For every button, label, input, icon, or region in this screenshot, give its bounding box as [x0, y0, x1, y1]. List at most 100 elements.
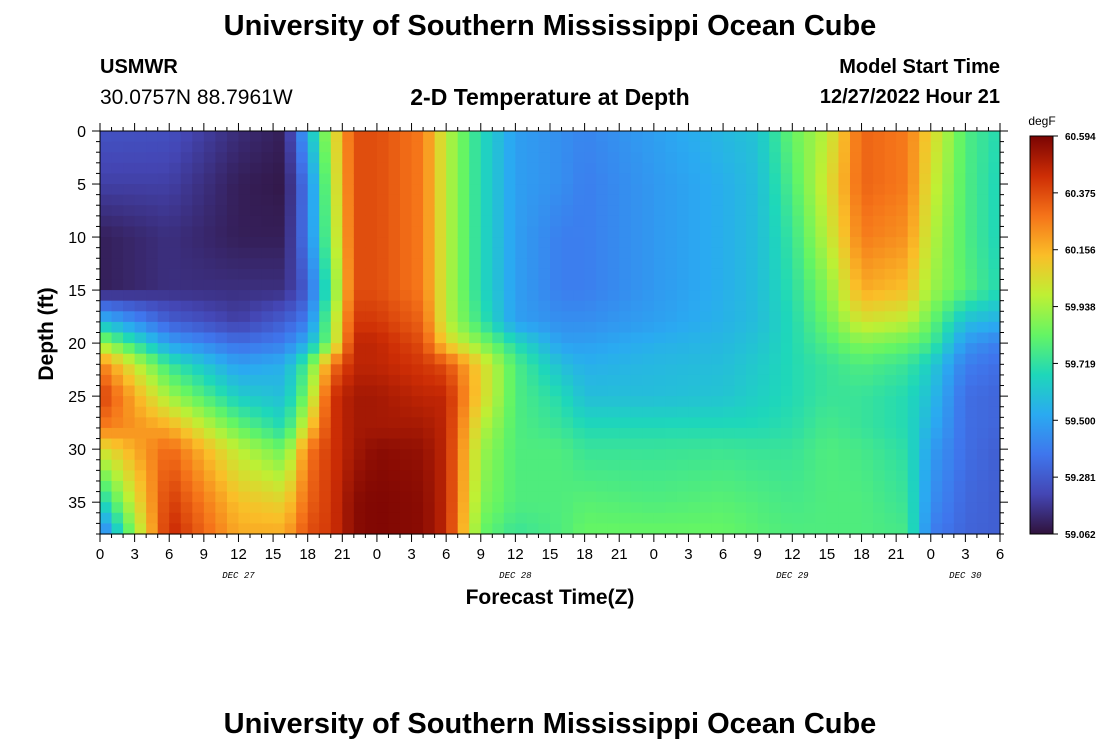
heatmap-cell	[711, 268, 724, 281]
heatmap-cell	[180, 258, 193, 270]
heatmap-cell	[330, 247, 343, 259]
heatmap-cell	[873, 247, 886, 259]
heatmap-cell	[330, 459, 343, 471]
heatmap-cell	[861, 162, 874, 175]
heatmap-cell	[157, 131, 170, 143]
heatmap-cell	[619, 205, 632, 217]
heatmap-cell	[273, 205, 286, 217]
heatmap-cell	[457, 215, 470, 228]
heatmap-cell	[803, 173, 816, 185]
heatmap-cell	[757, 343, 770, 355]
colorbar-frame	[1029, 135, 1054, 535]
heatmap-cell	[630, 523, 643, 535]
heatmap-cell	[711, 131, 724, 143]
heatmap-cell	[330, 491, 343, 503]
heatmap-cell	[780, 385, 793, 397]
heatmap-cell	[642, 374, 655, 387]
heatmap-cell	[261, 226, 274, 238]
heatmap-cell	[330, 194, 343, 206]
heatmap-cell	[296, 512, 309, 524]
heatmap-cell	[896, 173, 909, 185]
heatmap-cell	[100, 131, 113, 143]
heatmap-cell	[780, 396, 793, 408]
heatmap-cell	[307, 268, 320, 281]
heatmap-cell	[965, 279, 978, 291]
heatmap-cell	[873, 374, 886, 387]
heatmap-cell	[423, 512, 436, 524]
heatmap-cell	[157, 332, 170, 344]
heatmap-cell	[261, 406, 274, 418]
heatmap-cell	[134, 396, 147, 408]
heatmap-cell	[723, 512, 736, 524]
heatmap-cell	[988, 449, 1001, 461]
heatmap-cell	[584, 491, 597, 503]
x-tick-label: 0	[373, 546, 381, 563]
heatmap-cell	[550, 290, 563, 302]
heatmap-cell	[792, 152, 805, 164]
heatmap-cell	[700, 194, 713, 206]
heatmap-cell	[780, 194, 793, 206]
heatmap-cell	[642, 131, 655, 143]
heatmap-cell	[607, 152, 620, 164]
heatmap-cell	[792, 427, 805, 440]
heatmap-cell	[319, 237, 332, 249]
heatmap-cell	[180, 459, 193, 471]
heatmap-cell	[607, 131, 620, 143]
heatmap-cell	[503, 311, 516, 323]
heatmap-cell	[307, 247, 320, 259]
heatmap-cell	[653, 449, 666, 461]
heatmap-cell	[238, 311, 251, 323]
heatmap-cell	[676, 237, 690, 249]
heatmap-cell	[180, 449, 193, 461]
heatmap-cell	[676, 300, 690, 312]
heatmap-cell	[423, 173, 436, 185]
heatmap-cell	[665, 427, 678, 440]
heatmap-cell	[607, 184, 620, 196]
heatmap-cell	[746, 311, 759, 323]
heatmap-cell	[226, 226, 240, 238]
heatmap-cell	[734, 300, 747, 312]
heatmap-cell	[573, 396, 586, 408]
heatmap-cell	[826, 417, 840, 429]
heatmap-cell	[492, 491, 505, 503]
heatmap-cell	[342, 300, 355, 312]
heatmap-cell	[550, 353, 563, 365]
heatmap-cell	[319, 226, 332, 238]
heatmap-cell	[873, 523, 886, 535]
heatmap-cell	[446, 396, 459, 408]
heatmap-cell	[273, 311, 286, 323]
heatmap-cell	[330, 449, 343, 461]
heatmap-cell	[111, 343, 124, 355]
heatmap-cell	[169, 353, 182, 365]
heatmap-cell	[526, 205, 540, 217]
heatmap-cell	[423, 226, 436, 238]
heatmap-cell	[815, 417, 828, 429]
heatmap-cell	[123, 300, 136, 312]
heatmap-cell	[411, 512, 424, 524]
heatmap-cell	[919, 226, 932, 238]
heatmap-cell	[757, 279, 770, 291]
heatmap-cell	[907, 205, 920, 217]
heatmap-cell	[803, 512, 816, 524]
heatmap-cell	[596, 364, 609, 376]
heatmap-cell	[157, 353, 170, 365]
heatmap-cell	[561, 237, 574, 249]
heatmap-cell	[515, 290, 528, 302]
heatmap-cell	[388, 311, 401, 323]
heatmap-cell	[400, 438, 413, 450]
heatmap-cell	[619, 523, 632, 535]
colorbar: degF 60.59460.37560.15659.93859.71959.50…	[1028, 114, 1096, 541]
heatmap-cell	[376, 459, 390, 471]
heatmap-cell	[711, 258, 724, 270]
heatmap-cell	[561, 343, 574, 355]
heatmap-cell	[180, 353, 193, 365]
heatmap-cell	[353, 459, 366, 471]
heatmap-cell	[907, 141, 920, 153]
heatmap-cell	[826, 512, 840, 524]
heatmap-cell	[757, 205, 770, 217]
heatmap-cell	[838, 385, 851, 397]
heatmap-cell	[700, 480, 713, 493]
heatmap-cell	[376, 194, 390, 206]
heatmap-cell	[596, 374, 609, 387]
heatmap-cell	[815, 385, 828, 397]
